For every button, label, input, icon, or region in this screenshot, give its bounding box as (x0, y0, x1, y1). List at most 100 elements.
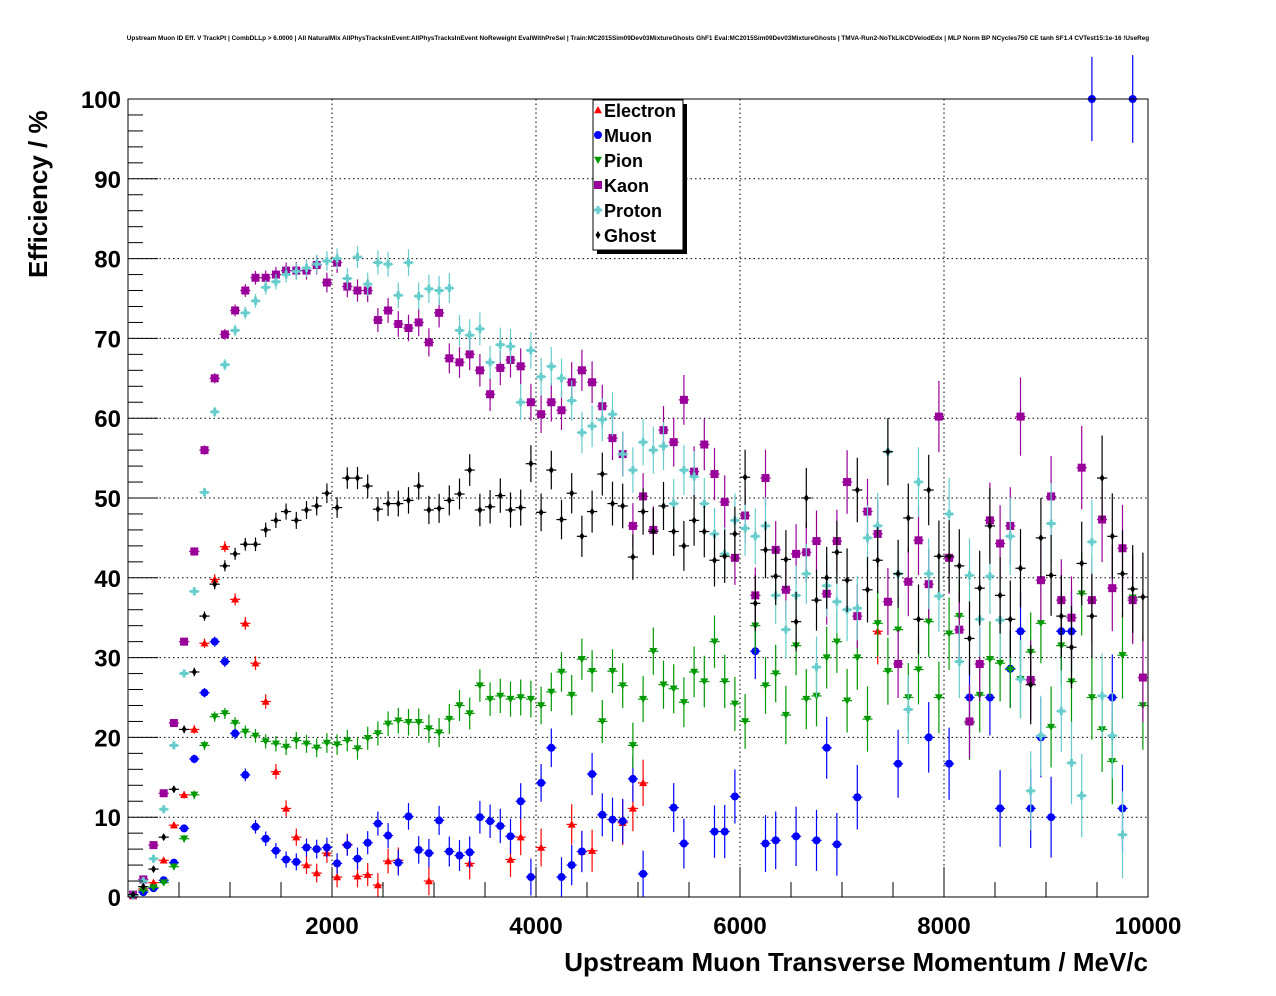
data-point (661, 501, 666, 510)
data-point (343, 274, 352, 283)
data-point (1028, 680, 1034, 689)
data-point (975, 659, 984, 668)
data-point (343, 841, 352, 850)
data-point (486, 695, 495, 704)
y-tick-label: 100 (81, 87, 121, 114)
data-point (679, 466, 688, 475)
legend-label-electron: Electron (604, 101, 676, 121)
data-point (802, 695, 811, 704)
data-point (231, 595, 240, 603)
data-point (671, 527, 677, 536)
y-tick-label: 40 (94, 566, 121, 593)
data-point (231, 719, 240, 728)
data-point (375, 505, 381, 514)
data-point (618, 817, 627, 826)
data-point (312, 744, 321, 752)
data-point (577, 428, 586, 437)
data-point (384, 857, 393, 865)
data-point (843, 697, 852, 705)
data-point (598, 415, 607, 424)
data-point (557, 406, 566, 415)
data-point (985, 655, 994, 664)
legend-label-pion: Pion (604, 151, 643, 171)
data-point (506, 855, 515, 863)
data-point (865, 585, 870, 594)
data-point (873, 521, 882, 530)
data-point (945, 759, 954, 768)
data-point (844, 576, 850, 585)
data-point (139, 887, 148, 895)
data-point (426, 505, 432, 514)
data-point (190, 587, 199, 596)
data-point (1047, 723, 1056, 732)
data-point (220, 360, 229, 369)
data-point (200, 488, 209, 497)
data-point (1018, 564, 1023, 573)
legend-marker-pion (594, 156, 602, 164)
data-point (151, 865, 156, 874)
data-point (446, 496, 452, 505)
data-point (761, 682, 770, 690)
data-point (251, 296, 260, 305)
data-point (292, 857, 301, 866)
data-point (588, 770, 597, 779)
data-point (679, 395, 688, 404)
data-point (149, 841, 158, 850)
data-point (720, 678, 729, 686)
data-point (763, 545, 768, 554)
data-point (577, 655, 586, 664)
data-point (455, 326, 464, 335)
data-point (497, 491, 503, 500)
data-point (567, 820, 576, 828)
data-point (557, 668, 566, 676)
y-tick-label: 10 (94, 805, 121, 832)
data-point (496, 821, 505, 830)
data-point (384, 720, 393, 728)
data-point (455, 851, 464, 860)
data-point (1098, 691, 1107, 700)
data-point (537, 702, 546, 710)
x-tick-label: 8000 (917, 913, 970, 940)
legend-label-muon: Muon (604, 126, 652, 146)
data-point (843, 478, 852, 487)
data-point (261, 834, 270, 843)
data-point (1038, 533, 1044, 542)
data-point (914, 666, 923, 674)
data-point (180, 824, 189, 833)
data-point (742, 473, 748, 482)
data-point (526, 398, 535, 407)
data-point (159, 789, 168, 798)
data-point (853, 604, 862, 613)
data-point (190, 547, 199, 556)
data-point (547, 362, 556, 371)
data-point (894, 759, 903, 768)
data-point (730, 700, 739, 708)
data-point (406, 496, 411, 505)
data-point (934, 592, 943, 601)
data-point (934, 412, 943, 421)
data-point (475, 813, 484, 822)
data-point (445, 284, 454, 293)
data-point (149, 878, 158, 886)
data-point (518, 503, 524, 512)
data-point (516, 398, 525, 407)
data-point (159, 879, 168, 887)
data-point (475, 682, 484, 690)
data-point (161, 833, 167, 842)
data-point (282, 804, 291, 812)
data-point (832, 597, 841, 606)
data-point (741, 524, 750, 533)
data-point (803, 494, 809, 502)
data-point (873, 620, 882, 628)
data-point (506, 695, 515, 704)
data-point (304, 505, 309, 514)
series-electron (128, 541, 883, 900)
data-point (344, 474, 350, 483)
data-point (200, 688, 209, 697)
data-point (1079, 559, 1085, 568)
data-point (292, 737, 301, 745)
data-point (567, 861, 576, 870)
data-point (271, 740, 280, 748)
data-point (1140, 592, 1146, 601)
data-point (1036, 620, 1045, 628)
